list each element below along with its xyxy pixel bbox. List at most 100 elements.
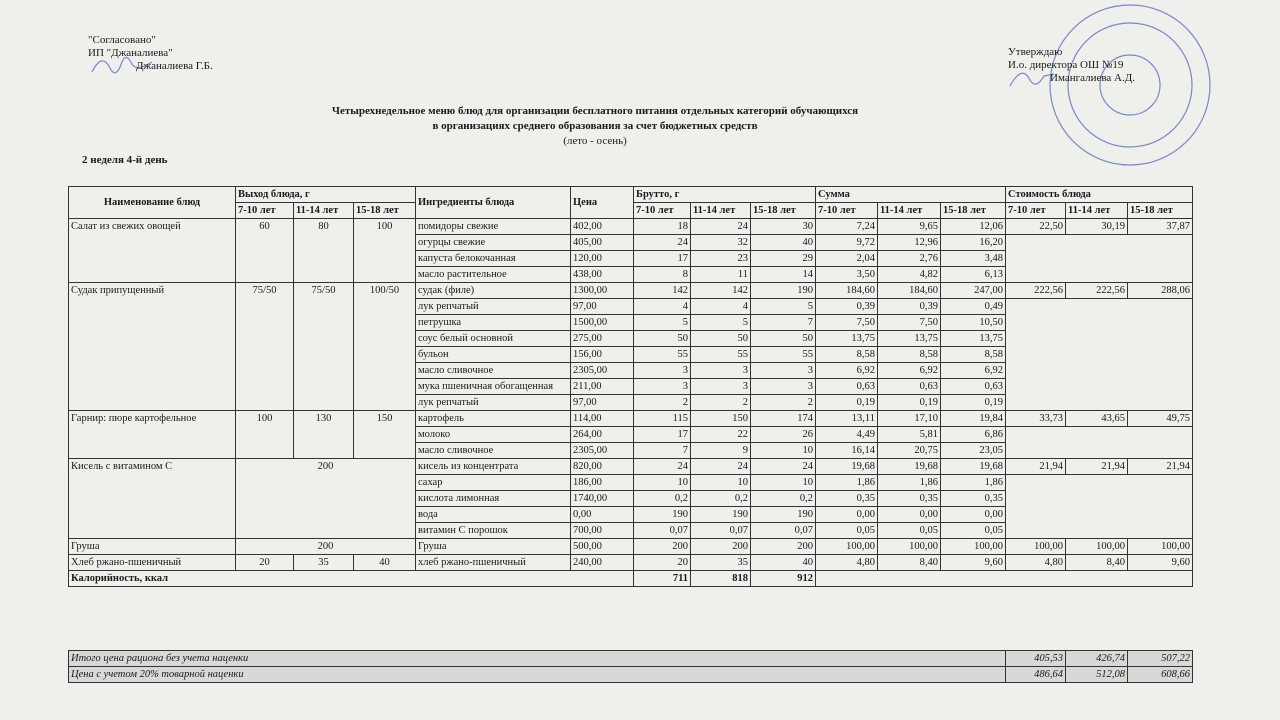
sum: 0,19 <box>877 394 942 411</box>
brutto: 0,2 <box>690 490 751 507</box>
dish-cost: 8,40 <box>1065 554 1129 571</box>
ingredient-name: Груша <box>415 538 571 555</box>
brutto: 30 <box>749 218 817 235</box>
sum: 0,49 <box>940 298 1007 315</box>
sum: 13,75 <box>815 330 879 347</box>
sum: 184,60 <box>815 282 879 299</box>
ingredient-name: судак (филе) <box>415 282 571 299</box>
brutto: 2 <box>749 394 817 411</box>
brutto: 17 <box>633 426 691 443</box>
sum: 0,19 <box>815 394 879 411</box>
ingredient-price: 500,00 <box>570 538 634 555</box>
sum: 0,35 <box>815 490 879 507</box>
sum: 6,86 <box>940 426 1007 443</box>
brutto: 2 <box>690 394 751 411</box>
signature <box>1009 72 1055 87</box>
title-line: Четырехнедельное меню блюд для организац… <box>331 105 859 117</box>
ingredient-name: сахар <box>415 474 571 491</box>
sum: 8,58 <box>940 346 1007 363</box>
header-cell: 11-14 лет <box>1065 202 1129 219</box>
brutto: 142 <box>633 282 691 299</box>
sum: 0,63 <box>815 378 879 395</box>
brutto: 200 <box>749 538 817 555</box>
sum: 1,86 <box>815 474 879 491</box>
ingredient-name: молоко <box>415 426 571 443</box>
dish-name: Груша <box>68 538 236 555</box>
signature <box>91 56 153 74</box>
brutto: 7 <box>749 314 817 331</box>
dish-name: Хлеб ржано-пшеничный <box>68 554 236 571</box>
brutto: 24 <box>690 458 751 475</box>
sum: 6,92 <box>877 362 942 379</box>
brutto: 35 <box>690 554 751 571</box>
brutto: 5 <box>690 314 751 331</box>
sum: 3,50 <box>815 266 879 283</box>
table-row: Груша 200 Груша 500,00 200 200 200 100,00 100,00… <box>68 538 1194 555</box>
brutto: 7 <box>633 442 691 459</box>
sum: 0,35 <box>877 490 942 507</box>
ingredient-name: соус белый основной <box>415 330 571 347</box>
sum: 16,14 <box>815 442 879 459</box>
empty-cell <box>1005 426 1194 459</box>
brutto: 10 <box>690 474 751 491</box>
dish-cost: 100,00 <box>1127 538 1194 555</box>
brutto: 10 <box>749 474 817 491</box>
totals-table: Итого цена рациона без учета наценки 405,… <box>68 650 1193 683</box>
dish-yield: 80 <box>293 218 354 283</box>
brutto: 4 <box>633 298 691 315</box>
brutto: 40 <box>749 234 817 251</box>
brutto: 26 <box>749 426 817 443</box>
sum: 9,72 <box>815 234 879 251</box>
header-cell: 7-10 лет <box>815 202 879 219</box>
ingredient-name: лук репчатый <box>415 394 571 411</box>
text: Джаналиева Г.Б. <box>136 60 213 72</box>
sum: 0,35 <box>940 490 1007 507</box>
sum: 13,11 <box>815 410 879 427</box>
sum: 0,39 <box>815 298 879 315</box>
dish-cost: 43,65 <box>1065 410 1129 427</box>
calories-label: Калорийность, ккал <box>68 570 634 587</box>
sum: 4,80 <box>815 554 879 571</box>
sum: 1,86 <box>877 474 942 491</box>
sum: 184,60 <box>877 282 942 299</box>
dish-cost: 49,75 <box>1127 410 1194 427</box>
brutto: 174 <box>749 410 817 427</box>
empty-cell <box>1005 298 1194 411</box>
calories-value: 912 <box>749 570 817 587</box>
brutto: 10 <box>749 442 817 459</box>
table-row: соус белый основной 275,00 50 50 50 13,75 13,7… <box>69 330 1193 347</box>
totals-label: Цена с учетом 20% товарной наценки <box>68 666 1006 683</box>
ingredient-price: 240,00 <box>570 554 634 571</box>
dish-cost: 21,94 <box>1065 458 1129 475</box>
totals-value: 486,64 <box>1005 666 1066 683</box>
sum: 9,60 <box>940 554 1007 571</box>
ingredient-name: капуста белокочанная <box>415 250 571 267</box>
brutto: 3 <box>690 362 751 379</box>
sum: 1,86 <box>940 474 1007 491</box>
dish-cost: 33,73 <box>1005 410 1067 427</box>
ingredient-price: 114,00 <box>570 410 634 427</box>
dish-name: Кисель с витамином С <box>68 458 236 539</box>
brutto: 23 <box>690 250 751 267</box>
table-row: сахар 186,00 10 10 10 1,86 1,86 1,86 <box>69 474 1194 539</box>
table-row: Кисель с витамином С 200 кисель из концент… <box>68 458 1194 539</box>
sum: 100,00 <box>877 538 942 555</box>
brutto: 0,07 <box>690 522 751 539</box>
brutto: 8 <box>633 266 691 283</box>
brutto: 55 <box>690 346 751 363</box>
dish-yield: 100/50 <box>353 282 416 411</box>
sum: 0,00 <box>940 506 1007 523</box>
empty-cell <box>1005 474 1194 539</box>
dish-yield: 200 <box>235 538 416 555</box>
brutto: 0,07 <box>633 522 691 539</box>
brutto: 3 <box>690 378 751 395</box>
dish-cost: 21,94 <box>1005 458 1067 475</box>
ingredient-price: 438,00 <box>570 266 634 283</box>
sum: 0,05 <box>940 522 1007 539</box>
brutto: 11 <box>690 266 751 283</box>
brutto: 2 <box>633 394 691 411</box>
ingredient-name: огурцы свежие <box>415 234 571 251</box>
ingredient-price: 156,00 <box>570 346 634 363</box>
dish-cost: 222,56 <box>1065 282 1129 299</box>
